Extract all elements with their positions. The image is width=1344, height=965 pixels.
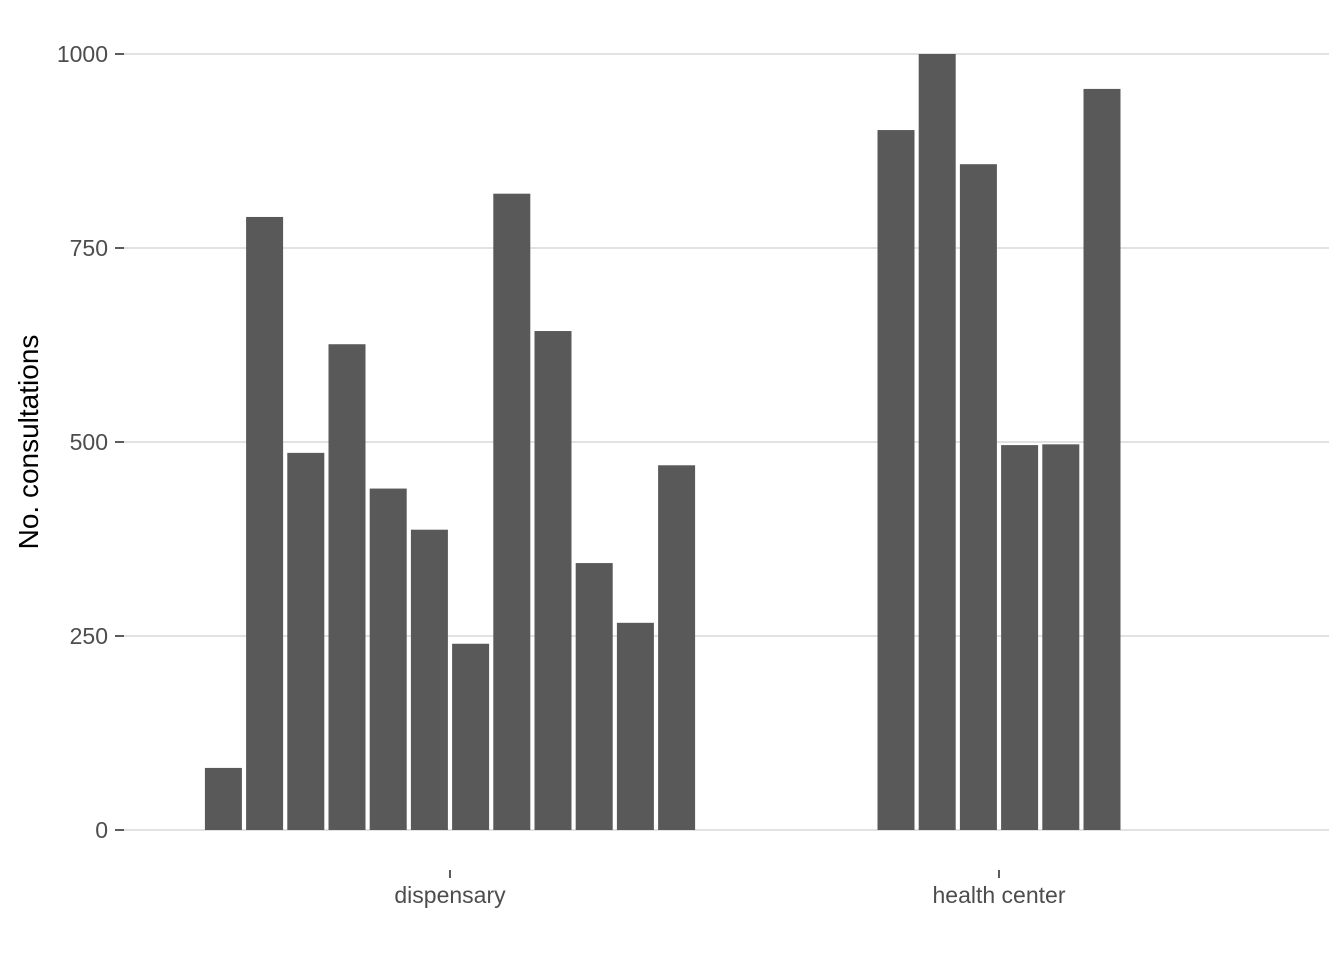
bar <box>493 193 531 830</box>
bar <box>918 54 956 830</box>
bar <box>369 488 407 830</box>
bar <box>204 767 242 830</box>
x-tick-label: dispensary <box>394 882 506 908</box>
bar <box>1001 445 1039 830</box>
bar <box>658 465 696 830</box>
bar <box>246 216 284 830</box>
bar <box>1083 88 1121 831</box>
bar <box>287 452 325 830</box>
y-tick-label: 0 <box>95 817 108 843</box>
x-tick-label: health center <box>933 882 1066 908</box>
y-tick-label: 500 <box>70 429 108 455</box>
bars <box>204 54 1121 831</box>
bar <box>575 563 613 830</box>
x-axis: dispensary health center <box>394 870 1066 908</box>
bar <box>410 529 448 830</box>
bar <box>959 164 997 830</box>
bar <box>616 622 654 830</box>
y-axis: 0 250 500 750 1000 <box>57 41 124 843</box>
bar <box>452 643 490 830</box>
gridlines <box>124 53 1329 831</box>
y-tick-label: 250 <box>70 623 108 649</box>
y-tick-label: 750 <box>70 235 108 261</box>
bar <box>534 331 572 830</box>
y-axis-title: No. consultations <box>13 335 44 550</box>
bar <box>328 344 366 830</box>
bar <box>877 130 915 831</box>
bar <box>1042 444 1080 830</box>
y-tick-label: 1000 <box>57 41 108 67</box>
